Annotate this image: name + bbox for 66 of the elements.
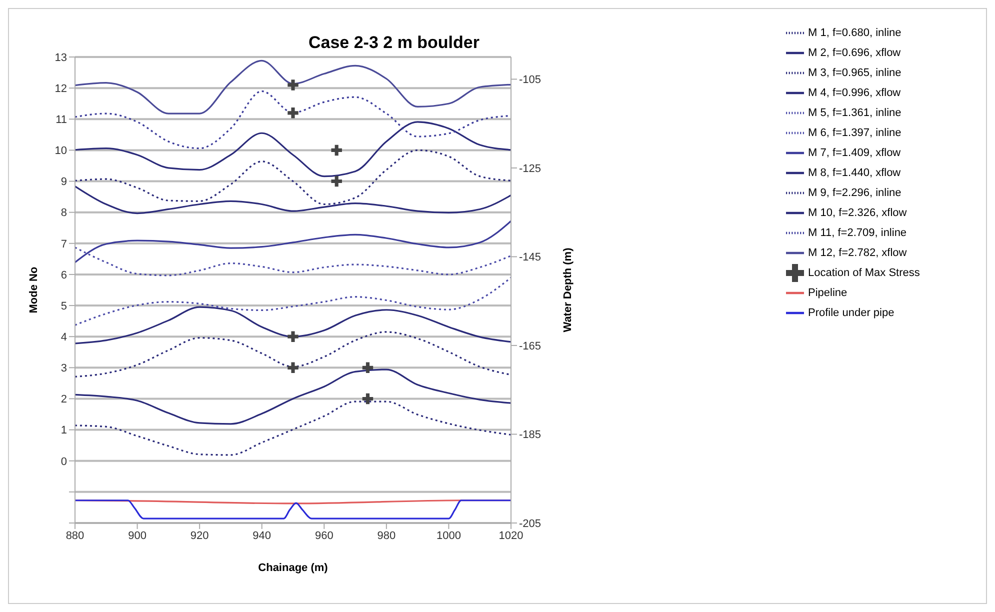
line-series xyxy=(75,121,511,178)
line-series xyxy=(75,90,511,150)
legend-label: M 11, f=2.709, inline xyxy=(808,227,907,239)
line-series xyxy=(75,60,511,114)
line-series xyxy=(75,500,511,520)
y2-tick-label: -165 xyxy=(519,340,542,352)
line-series xyxy=(75,331,511,378)
point xyxy=(362,362,374,374)
y-tick-label: 6 xyxy=(60,269,67,282)
x-axis-title: Chainage (m) xyxy=(258,562,328,574)
legend-label: M 1, f=0.680, inline xyxy=(808,27,902,39)
y-tick-label: 2 xyxy=(60,394,67,406)
legend-label: Pipeline xyxy=(808,287,848,299)
x-tick-label: 960 xyxy=(314,530,334,542)
y-tick-label: 8 xyxy=(60,207,67,220)
y-tick-label: 4 xyxy=(60,332,67,344)
point xyxy=(288,362,298,374)
y2-tick-label: -105 xyxy=(519,74,542,86)
y-tick-label: 7 xyxy=(60,238,67,250)
legend-label: M 2, f=0.696, xflow xyxy=(808,47,901,59)
y-tick-label: 9 xyxy=(60,176,67,188)
y2-tick-label: -205 xyxy=(519,518,542,530)
legend-label: M 8, f=1.440, xflow xyxy=(808,167,901,179)
line-series xyxy=(75,220,511,264)
point xyxy=(331,144,342,156)
x-tick-label: 1000 xyxy=(436,530,461,542)
point xyxy=(362,393,374,404)
y-tick-label: 11 xyxy=(56,114,67,126)
x-tick-label: 900 xyxy=(128,530,146,542)
point xyxy=(288,331,298,342)
legend-label: M 12, f=2.782, xflow xyxy=(808,247,907,259)
legend-label: M 4, f=0.996, xflow xyxy=(808,87,901,99)
y-tick-label: 0 xyxy=(60,456,67,468)
legend-label: M 6, f=1.397, inline xyxy=(808,127,902,139)
y2-tick-label: -185 xyxy=(519,429,542,442)
y-tick-label: 10 xyxy=(54,145,67,158)
y-tick-label: 5 xyxy=(60,300,67,312)
chart-title: Case 2-3 2 m boulder xyxy=(307,33,480,53)
x-tick-label: 880 xyxy=(66,530,84,542)
point xyxy=(288,108,298,118)
legend-label: M 7, f=1.409, xflow xyxy=(808,147,901,159)
x-tick-label: 980 xyxy=(377,530,396,542)
y-axis-title: Mode No xyxy=(28,266,40,314)
y2-tick-label: -125 xyxy=(519,162,542,175)
x-tick-label: 940 xyxy=(252,530,272,542)
point xyxy=(288,80,298,90)
y-tick-label: 13 xyxy=(54,52,67,64)
line-series xyxy=(75,246,511,276)
line-series xyxy=(75,306,511,344)
legend-label: M 3, f=0.965, inline xyxy=(808,67,902,79)
legend-label: M 9, f=2.296, inline xyxy=(808,187,902,199)
legend-label: Profile under pipe xyxy=(808,307,894,319)
point xyxy=(331,176,342,187)
line-series xyxy=(75,276,511,326)
legend-label: Location of Max Stress xyxy=(808,267,920,279)
y2-axis-title: Water Depth (m) xyxy=(562,247,574,332)
legend-label: M 5, f=1.361, inline xyxy=(808,107,902,119)
legend-label: M 10, f=2.326, xflow xyxy=(808,207,907,219)
line-series xyxy=(75,368,511,425)
y2-tick-label: -145 xyxy=(519,252,542,264)
x-tick-label: 1020 xyxy=(498,530,524,542)
y-tick-label: 3 xyxy=(60,362,67,375)
x-tick-label: 920 xyxy=(190,530,209,542)
line-series xyxy=(75,400,511,456)
y-tick-label: 12 xyxy=(54,82,67,95)
y-tick-label: 1 xyxy=(60,424,67,437)
